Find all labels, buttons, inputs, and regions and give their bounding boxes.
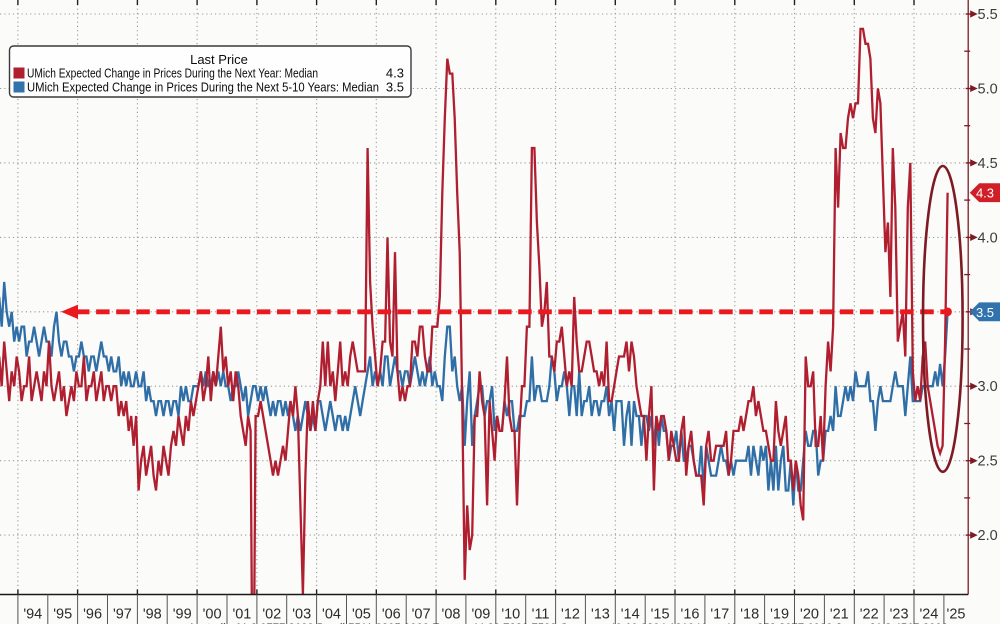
svg-text:Australia 61 2 9777 8600 Brazi: Australia 61 2 9777 8600 Brazil 5511 239… — [188, 620, 948, 624]
svg-text:'11: '11 — [532, 607, 550, 623]
svg-text:UMich Expected Change in Price: UMich Expected Change in Prices During t… — [27, 80, 379, 95]
svg-text:'19: '19 — [770, 607, 789, 623]
svg-text:'97: '97 — [113, 607, 132, 623]
svg-text:'14: '14 — [621, 607, 640, 623]
svg-text:'06: '06 — [382, 607, 401, 623]
svg-text:Last Price: Last Price — [190, 52, 248, 67]
svg-text:'13: '13 — [591, 607, 610, 623]
svg-text:3.5: 3.5 — [386, 80, 404, 95]
svg-text:'25: '25 — [947, 607, 966, 623]
svg-text:'17: '17 — [710, 607, 729, 623]
svg-text:4.3: 4.3 — [976, 186, 994, 201]
svg-text:2.0: 2.0 — [978, 528, 998, 544]
svg-text:'95: '95 — [53, 607, 72, 623]
svg-text:5.5: 5.5 — [978, 7, 998, 23]
svg-text:'04: '04 — [322, 607, 341, 623]
svg-text:'15: '15 — [651, 607, 670, 623]
svg-text:'96: '96 — [83, 607, 102, 623]
svg-text:'08: '08 — [442, 607, 461, 623]
svg-text:UMich Expected Change in Price: UMich Expected Change in Prices During t… — [27, 66, 318, 81]
svg-text:'07: '07 — [412, 607, 431, 623]
svg-text:4.5: 4.5 — [978, 156, 998, 172]
svg-text:'24: '24 — [919, 607, 938, 623]
svg-text:2.5: 2.5 — [978, 454, 998, 470]
svg-text:'21: '21 — [830, 607, 849, 623]
svg-text:'98: '98 — [143, 607, 162, 623]
svg-text:'02: '02 — [262, 607, 281, 623]
svg-text:'18: '18 — [740, 607, 759, 623]
svg-text:5.0: 5.0 — [978, 82, 998, 98]
svg-text:'22: '22 — [860, 607, 879, 623]
svg-text:3.0: 3.0 — [978, 379, 998, 395]
svg-text:'01: '01 — [232, 607, 251, 623]
svg-text:3.5: 3.5 — [976, 305, 994, 320]
svg-text:'10: '10 — [501, 607, 520, 623]
svg-text:'20: '20 — [800, 607, 819, 623]
svg-text:'99: '99 — [173, 607, 192, 623]
svg-text:'00: '00 — [203, 607, 222, 623]
svg-text:'03: '03 — [292, 607, 311, 623]
svg-text:4.0: 4.0 — [978, 230, 998, 246]
svg-text:4.3: 4.3 — [386, 66, 404, 81]
svg-text:'16: '16 — [681, 607, 700, 623]
svg-text:'94: '94 — [23, 607, 42, 623]
svg-text:'12: '12 — [561, 607, 580, 623]
svg-text:'09: '09 — [471, 607, 490, 623]
svg-text:'23: '23 — [890, 607, 909, 623]
svg-text:'05: '05 — [352, 607, 371, 623]
